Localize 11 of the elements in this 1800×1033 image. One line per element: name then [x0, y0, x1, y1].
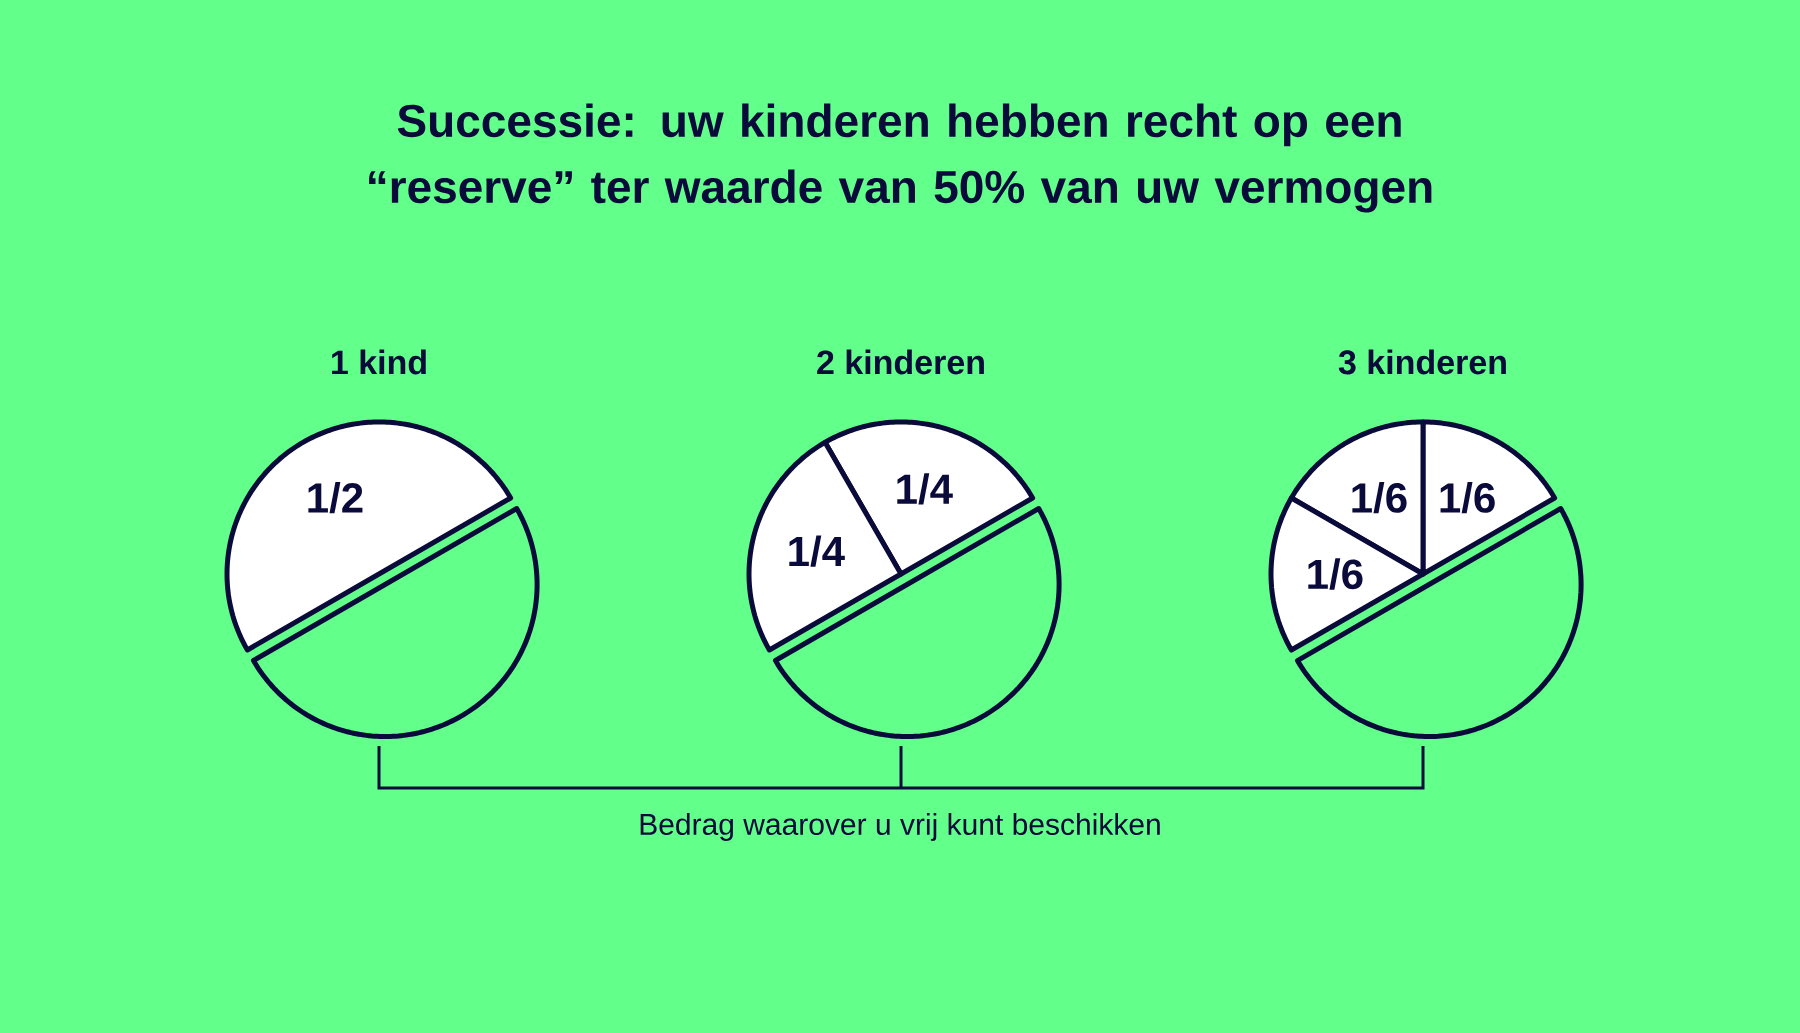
- chart-title: 1 kind: [332, 349, 426, 375]
- chart-title: 3 kinderen: [1338, 349, 1506, 375]
- data-label: 1/4: [789, 535, 845, 567]
- data-label: 1/6: [1308, 558, 1363, 590]
- data-label: 1/6: [1352, 482, 1407, 514]
- text: Successie: uw kinderen hebben recht op een “reserve” ter waarde van 50% van uw vermogen: [369, 103, 1432, 213]
- data-label: 1/6: [1440, 481, 1495, 514]
- data-label: 1/4: [897, 473, 953, 505]
- data-label: 1/2: [308, 481, 363, 514]
- chart-title: 2 kinderen: [817, 349, 984, 375]
- text: Bedrag waarover u vrij kunt beschikken: [640, 813, 1160, 841]
